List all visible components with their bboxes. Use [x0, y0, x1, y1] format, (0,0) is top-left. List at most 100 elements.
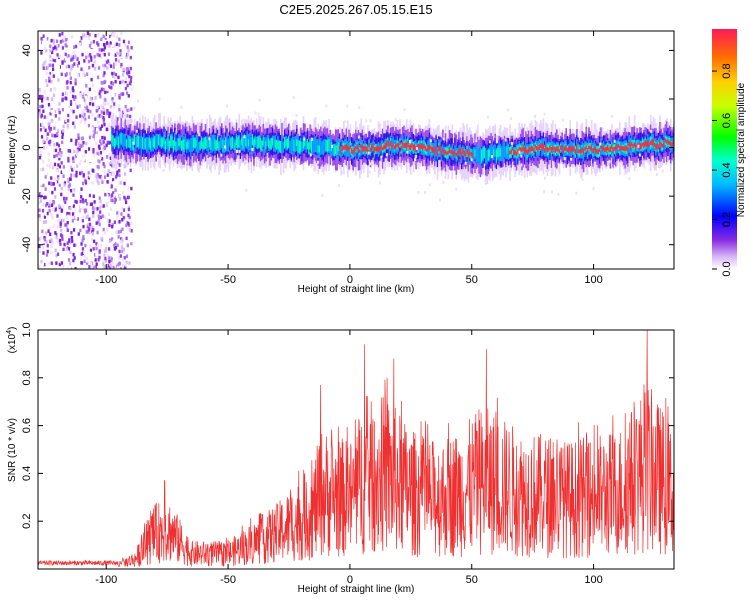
heatmap-cell — [198, 133, 201, 137]
heatmap-cell — [121, 133, 124, 147]
heatmap-cell — [180, 105, 183, 109]
heatmap-cell — [62, 232, 65, 237]
heatmap-cell — [70, 138, 73, 143]
heatmap-cell — [300, 140, 302, 152]
heatmap-cell — [608, 147, 610, 152]
heatmap-cell — [317, 145, 320, 153]
heatmap-cell — [52, 40, 55, 45]
heatmap-cell — [98, 48, 101, 52]
heatmap-cell — [95, 246, 98, 251]
heatmap-cell — [65, 247, 69, 251]
heatmap-cell — [208, 138, 211, 148]
heatmap-cell — [88, 264, 91, 269]
heatmap-cell — [450, 149, 452, 154]
heatmap-cell — [70, 66, 73, 70]
heatmap-cell — [61, 140, 64, 145]
heatmap-cell — [119, 267, 122, 269]
heatmap-cell — [106, 264, 109, 268]
heatmap-cell — [135, 137, 137, 152]
heatmap-cell — [51, 165, 54, 170]
heatmap-cell — [411, 142, 413, 148]
heatmap-cell — [120, 62, 123, 67]
heatmap-cell — [663, 142, 665, 148]
heatmap-cell — [77, 250, 80, 255]
heatmap-cell — [122, 39, 126, 44]
heatmap-cell — [107, 212, 110, 217]
heatmap-cell — [38, 208, 41, 213]
heatmap-cell — [70, 58, 73, 62]
heatmap-cell — [227, 138, 230, 152]
heatmap-cell — [333, 144, 336, 157]
heatmap-cell — [38, 89, 41, 94]
heatmap-cell — [188, 139, 191, 152]
heatmap-cell — [101, 209, 104, 214]
heatmap-cell — [62, 36, 66, 41]
heatmap-cell — [52, 46, 55, 51]
heatmap-cell — [56, 132, 59, 136]
heatmap-cell — [393, 145, 396, 150]
x-tick-label: -100 — [95, 274, 117, 286]
heatmap-cell — [75, 170, 78, 175]
heatmap-cell — [110, 163, 114, 168]
heatmap-cell — [52, 38, 56, 43]
heatmap-cell — [51, 50, 54, 55]
heatmap-cell — [168, 140, 171, 151]
y-tick-label: -20 — [21, 188, 33, 204]
heatmap-cell — [608, 160, 611, 164]
heatmap-cell — [305, 140, 308, 153]
heatmap-cell — [491, 155, 494, 159]
heatmap-cell — [250, 136, 253, 155]
heatmap-cell — [104, 186, 107, 191]
heatmap-cell — [84, 73, 87, 78]
heatmap-cell — [67, 119, 70, 123]
heatmap-cell — [576, 144, 578, 149]
heatmap-cell — [49, 239, 52, 244]
heatmap-cell — [116, 93, 119, 97]
heatmap-cell — [42, 251, 45, 255]
heatmap-cell — [82, 73, 85, 77]
heatmap-cell — [92, 135, 95, 140]
heatmap-cell — [81, 206, 84, 211]
heatmap-cell — [59, 224, 62, 229]
heatmap-cell — [116, 51, 119, 56]
heatmap-cell — [41, 94, 44, 99]
heatmap-cell — [490, 144, 492, 159]
heatmap-cell — [326, 140, 329, 152]
heatmap-cell — [321, 141, 324, 155]
colorbar-ticks: 0.00.20.40.60.8 — [712, 63, 733, 277]
heatmap-cell — [214, 139, 216, 150]
heatmap-cell — [82, 70, 85, 74]
heatmap-cell — [403, 108, 406, 112]
heatmap-cell — [65, 157, 68, 162]
heatmap-cell — [470, 158, 473, 162]
heatmap-cell — [338, 145, 341, 150]
heatmap-cell — [114, 241, 117, 246]
heatmap-cell — [98, 125, 101, 129]
heatmap-cell — [643, 165, 646, 169]
heatmap-cell — [657, 144, 660, 150]
heatmap-cell — [514, 150, 517, 156]
heatmap-cell — [432, 146, 435, 153]
heatmap-cell — [518, 146, 521, 152]
heatmap-cell — [122, 208, 126, 212]
heatmap-cell — [70, 173, 73, 177]
heatmap-cell — [647, 140, 649, 147]
heatmap-cell — [108, 127, 111, 131]
heatmap-cell — [114, 93, 117, 97]
heatmap-cell — [70, 235, 74, 240]
heatmap-cell — [557, 192, 560, 196]
heatmap-cell — [78, 209, 81, 213]
heatmap-cell — [52, 182, 55, 186]
heatmap-cell — [41, 208, 45, 213]
heatmap-cell — [68, 247, 71, 251]
heatmap-cell — [60, 186, 63, 191]
heatmap-cell — [124, 172, 127, 176]
heatmap-cell — [127, 195, 130, 200]
heatmap-cell — [88, 230, 91, 235]
heatmap-cell — [494, 144, 497, 158]
heatmap-cell — [64, 52, 67, 56]
heatmap-cell — [272, 120, 275, 124]
heatmap-cell — [118, 94, 121, 98]
heatmap-cell — [125, 139, 128, 148]
heatmap-cell — [396, 143, 399, 147]
